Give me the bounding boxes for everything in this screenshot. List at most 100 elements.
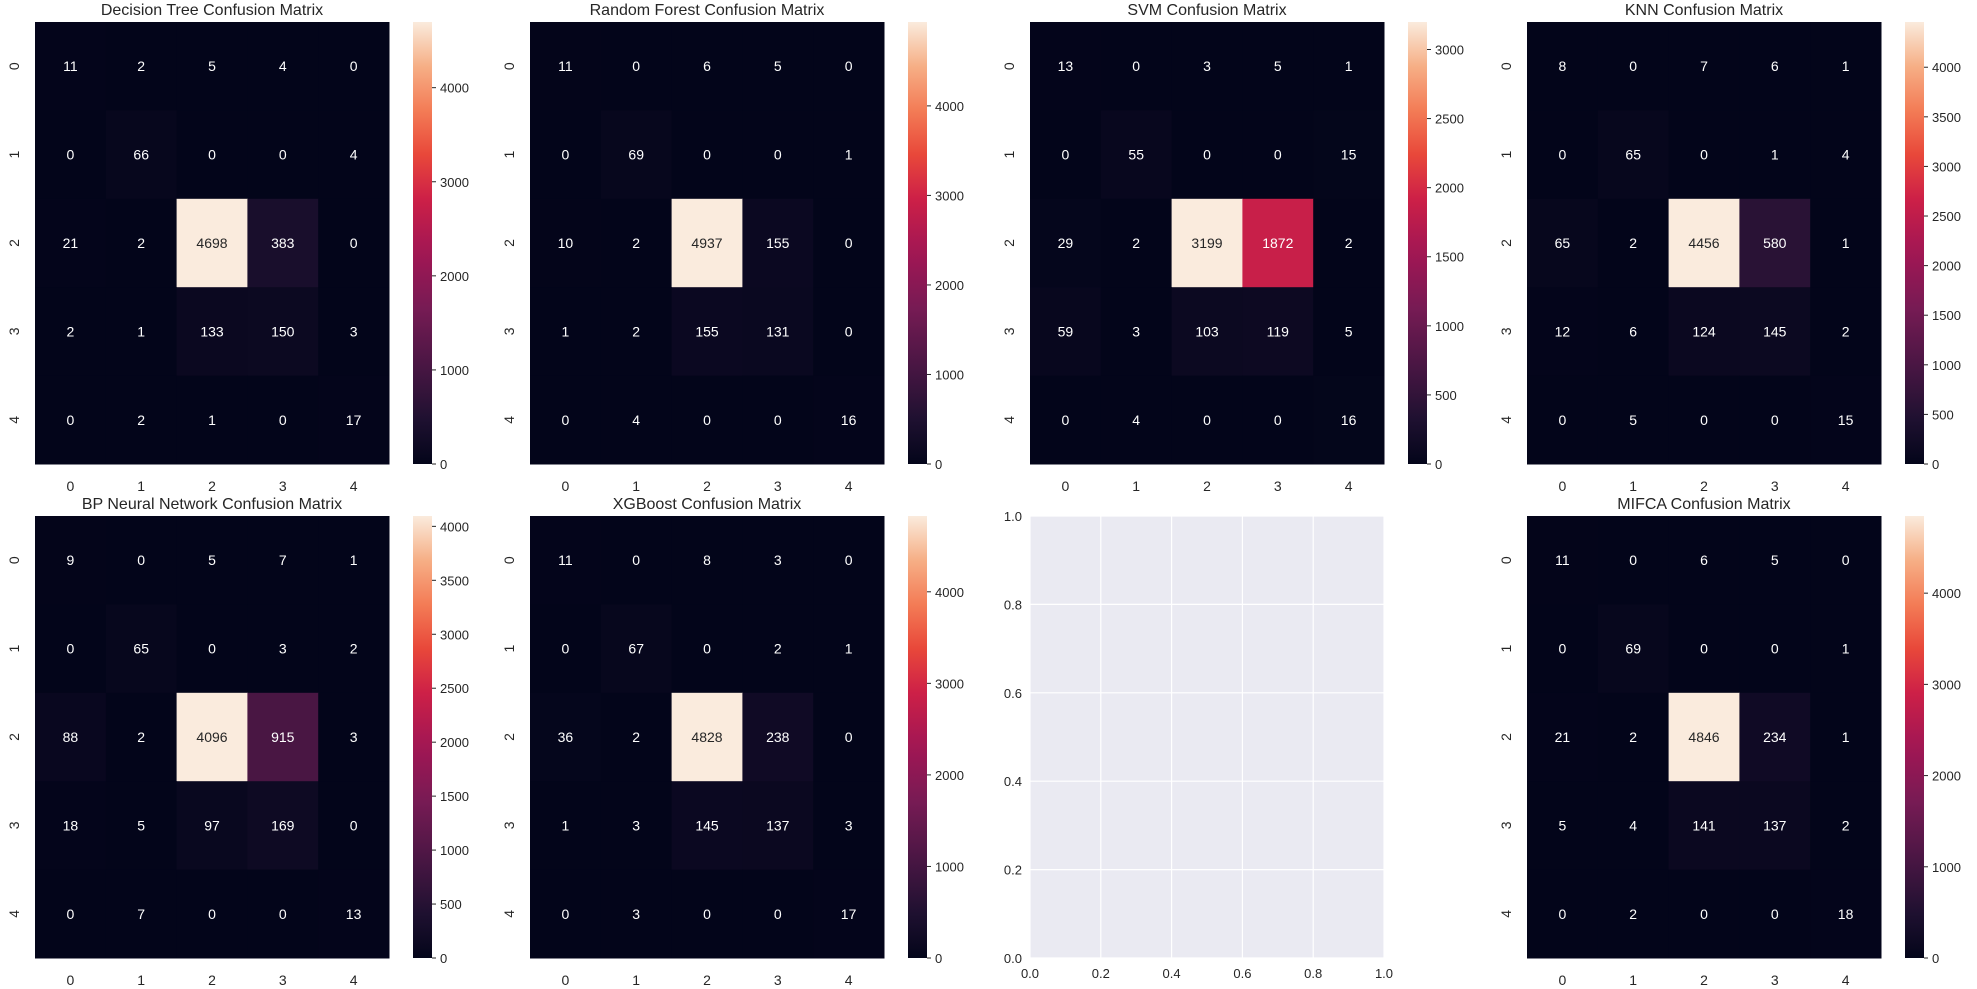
heatmap-cell — [318, 22, 390, 111]
cell-value-label: 2 — [67, 323, 75, 339]
cell-value-label: 580 — [1763, 235, 1787, 251]
cell-value-label: 0 — [1771, 412, 1779, 428]
cell-value-label: 36 — [558, 729, 574, 745]
cell-value-label: 2 — [1629, 906, 1637, 922]
x-tick-label: 1 — [632, 972, 640, 988]
cell-value-label: 6 — [1771, 58, 1779, 74]
cell-value-label: 4828 — [691, 729, 722, 745]
heatmap-cell — [1242, 287, 1314, 377]
cell-value-label: 0 — [1559, 906, 1567, 922]
cell-value-label: 1 — [1842, 729, 1850, 745]
heatmap-cell — [318, 604, 390, 694]
heatmap-cell — [742, 516, 814, 605]
heatmap-cell — [1030, 375, 1102, 465]
cell-value-label: 0 — [67, 641, 75, 657]
y-tick-label: 1 — [1001, 150, 1017, 158]
colorbar-tick-label: 0 — [440, 457, 447, 472]
y-tick-label: 0 — [1498, 556, 1514, 564]
heatmap-cell — [742, 604, 814, 694]
heatmap-cell — [1810, 375, 1882, 465]
heatmap-cell — [247, 287, 319, 377]
colorbar-tick-label: 0 — [935, 951, 942, 966]
heatmap-cell — [1313, 110, 1385, 200]
x-tick-label: 0 — [1559, 972, 1567, 988]
heatmap-cell — [1242, 110, 1314, 200]
cell-value-label: 0 — [845, 552, 853, 568]
cell-value-label: 5 — [1629, 412, 1637, 428]
colorbar-tick-label: 500 — [1435, 388, 1457, 403]
heatmap-cell — [247, 22, 319, 111]
cell-value-label: 155 — [766, 235, 790, 251]
y-tick-label: 1.0 — [1004, 509, 1022, 524]
heatmap-cell — [1100, 22, 1173, 111]
cell-value-label: 6 — [703, 58, 711, 74]
cell-value-label: 0 — [1559, 147, 1567, 163]
x-tick-label: 0.8 — [1304, 966, 1322, 981]
cell-value-label: 3 — [350, 323, 358, 339]
heatmap-cell — [1100, 198, 1173, 288]
cell-value-label: 1 — [1842, 58, 1850, 74]
heatmap-cell — [1171, 375, 1243, 465]
heatmap-cell — [35, 110, 107, 200]
heatmap-cell — [247, 198, 319, 288]
cell-value-label: 0 — [67, 412, 75, 428]
heatmap-cell — [530, 516, 602, 605]
cell-value-label: 133 — [200, 323, 224, 339]
heatmap-cell — [1739, 692, 1811, 782]
heatmap-cell — [742, 287, 814, 377]
cell-value-label: 0 — [1062, 412, 1070, 428]
heatmap-cell — [318, 287, 390, 377]
heatmap-cell — [530, 781, 602, 871]
heatmap-cell — [813, 375, 885, 465]
cell-value-label: 2 — [632, 729, 640, 745]
cell-value-label: 0 — [632, 552, 640, 568]
heatmap-cell — [530, 22, 602, 111]
x-tick-label: 0 — [562, 478, 570, 494]
heatmap-cell — [1030, 22, 1102, 111]
cell-value-label: 69 — [628, 147, 644, 163]
cell-value-label: 3 — [774, 552, 782, 568]
heatmap-cell — [600, 869, 673, 959]
colorbar-tick-label: 0 — [1932, 457, 1939, 472]
heatmap-cell — [671, 110, 743, 200]
colorbar-tick-label: 4000 — [1932, 60, 1961, 75]
cell-value-label: 234 — [1763, 729, 1787, 745]
cell-value-label: 21 — [1555, 729, 1571, 745]
x-tick-label: 3 — [279, 972, 287, 988]
colorbar-tick-label: 1000 — [1932, 358, 1961, 373]
y-tick-label: 3 — [501, 821, 517, 829]
heatmap-cell — [1810, 516, 1882, 605]
cell-value-label: 169 — [271, 817, 295, 833]
colorbar — [1905, 516, 1924, 958]
x-tick-label: 3 — [1771, 972, 1779, 988]
cell-value-label: 0 — [1203, 147, 1211, 163]
cell-value-label: 0 — [137, 552, 145, 568]
cell-value-label: 16 — [841, 412, 857, 428]
colorbar-tick-label: 2000 — [1435, 181, 1464, 196]
cell-value-label: 7 — [1700, 58, 1708, 74]
colorbar-tick-label: 4000 — [935, 585, 964, 600]
heatmap-cell — [247, 604, 319, 694]
heatmap-cell — [530, 287, 602, 377]
colorbar-tick-label: 0 — [440, 951, 447, 966]
colorbar-tick-label: 500 — [1932, 407, 1954, 422]
cell-value-label: 0 — [350, 817, 358, 833]
heatmap-cell — [1739, 604, 1811, 694]
heatmap-cell — [105, 692, 178, 782]
cell-value-label: 2 — [137, 235, 145, 251]
heatmap-cell — [742, 781, 814, 871]
colorbar-tick-label: 1000 — [440, 843, 469, 858]
colorbar-tick-label: 1000 — [1932, 860, 1961, 875]
x-tick-label: 1 — [1132, 478, 1140, 494]
colorbar-tick-label: 3500 — [440, 573, 469, 588]
colorbar-tick-label: 2000 — [1932, 769, 1961, 784]
heatmap-cell — [1668, 22, 1740, 111]
cell-value-label: 10 — [558, 235, 574, 251]
heatmap-cell — [813, 604, 885, 694]
colorbar-tick-label: 4000 — [440, 519, 469, 534]
cell-value-label: 0 — [845, 58, 853, 74]
cell-value-label: 59 — [1058, 323, 1074, 339]
y-tick-label: 2 — [1498, 239, 1514, 247]
